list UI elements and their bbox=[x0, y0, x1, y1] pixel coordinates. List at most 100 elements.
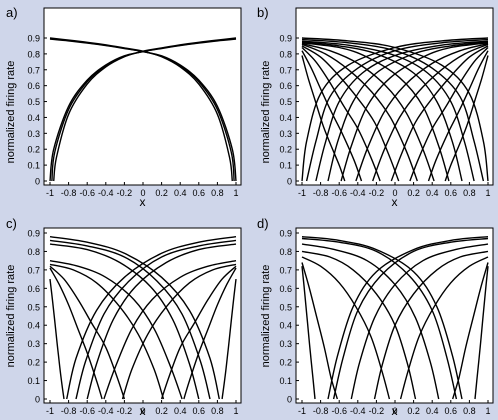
series-line-7 bbox=[301, 266, 316, 400]
series-line-8 bbox=[301, 45, 400, 182]
x-tick-label: -0.8 bbox=[61, 188, 77, 198]
x-tick-label: 0.4 bbox=[426, 406, 439, 416]
plot-area bbox=[43, 227, 242, 404]
y-tick-label: 0.6 bbox=[279, 284, 292, 294]
series-line-3 bbox=[301, 40, 475, 182]
y-axis-label: normalized firing rate bbox=[5, 61, 17, 164]
series-line-14 bbox=[315, 40, 489, 182]
x-tick-label: 0.2 bbox=[155, 188, 168, 198]
series-line-3 bbox=[49, 38, 237, 182]
y-tick-label: 0.3 bbox=[27, 339, 40, 349]
x-tick-label: -0.2 bbox=[369, 406, 385, 416]
series-line-17 bbox=[355, 42, 489, 182]
x-tick-label: 0 bbox=[392, 406, 397, 416]
series-line-4 bbox=[49, 260, 183, 400]
series-line-15 bbox=[183, 267, 237, 400]
y-tick-label: 0.6 bbox=[27, 284, 40, 294]
x-tick-label: 0.4 bbox=[426, 188, 439, 198]
x-tick-label: 0 bbox=[140, 188, 145, 198]
series-line-14 bbox=[474, 266, 489, 400]
y-tick-label: 0.7 bbox=[279, 65, 292, 75]
series-group bbox=[49, 37, 237, 182]
panel-label: d) bbox=[257, 216, 269, 231]
x-tick-label: 0.8 bbox=[211, 188, 224, 198]
series-line-20 bbox=[409, 47, 489, 182]
series-line-18 bbox=[372, 43, 489, 182]
y-tick-label: 0 bbox=[35, 395, 40, 405]
series-line-11 bbox=[86, 243, 237, 400]
y-tick-label: 0 bbox=[35, 177, 40, 187]
x-tick-label: 0.6 bbox=[445, 406, 458, 416]
x-tick-label: -0.6 bbox=[79, 188, 95, 198]
panel-label: b) bbox=[257, 5, 269, 20]
series-line-8 bbox=[49, 279, 65, 400]
y-tick-label: 0.9 bbox=[279, 34, 292, 44]
y-tick-label: 0.2 bbox=[279, 358, 292, 368]
x-tick-label: -0.2 bbox=[117, 406, 133, 416]
panel-1: 00.10.20.30.40.50.60.70.80.9-1 -0.8 -0.6 -0… bbox=[5, 5, 242, 209]
y-tick-label: 0.7 bbox=[279, 265, 292, 275]
series-line-16 bbox=[340, 42, 489, 182]
series-line-1 bbox=[301, 236, 463, 400]
series-line-10 bbox=[75, 239, 237, 400]
x-tick-label: 0.6 bbox=[193, 188, 206, 198]
y-axis-label: normalized firing rate bbox=[260, 61, 272, 164]
series-line-16 bbox=[221, 279, 237, 400]
series-line-7 bbox=[49, 267, 103, 400]
x-tick-label: 1 bbox=[233, 188, 238, 198]
y-tick-label: 0.1 bbox=[279, 376, 292, 386]
x-tick-label: 0.2 bbox=[407, 188, 420, 198]
series-line-9 bbox=[332, 237, 489, 400]
y-tick-label: 0.5 bbox=[279, 302, 292, 312]
x-tick-label: 1 bbox=[485, 406, 490, 416]
panel-label: c) bbox=[6, 216, 17, 231]
y-tick-label: 0.2 bbox=[27, 358, 40, 368]
series-line-5 bbox=[301, 42, 450, 182]
x-tick-label: -0.6 bbox=[331, 406, 347, 416]
series-line-2 bbox=[301, 38, 485, 182]
series-line-9 bbox=[301, 47, 381, 182]
x-tick-label: 0.4 bbox=[174, 406, 187, 416]
y-tick-label: 0.9 bbox=[27, 229, 40, 239]
y-tick-label: 0.4 bbox=[27, 113, 40, 123]
y-tick-label: 0.8 bbox=[27, 49, 40, 59]
y-tick-label: 0.1 bbox=[279, 161, 292, 171]
panel-4: 00.10.20.30.40.50.60.70.80.9-1 -0.8 -0.6 -0… bbox=[257, 216, 494, 418]
y-tick-label: 0.4 bbox=[279, 321, 292, 331]
series-line-13 bbox=[305, 38, 489, 182]
x-tick-label: 0.2 bbox=[407, 406, 420, 416]
series-line-13 bbox=[452, 262, 489, 400]
series-line-11 bbox=[301, 55, 346, 182]
panel-3: 00.10.20.30.40.50.60.70.80.9-1 -0.8 -0.6 -0… bbox=[5, 216, 242, 418]
series-line-1 bbox=[301, 37, 489, 182]
y-tick-label: 0.4 bbox=[279, 113, 292, 123]
series-line-12 bbox=[103, 260, 237, 400]
y-tick-label: 0.6 bbox=[27, 81, 40, 91]
series-line-4 bbox=[301, 41, 463, 182]
y-tick-label: 0.7 bbox=[27, 65, 40, 75]
y-tick-label: 0.3 bbox=[279, 129, 292, 139]
y-tick-label: 0.3 bbox=[279, 339, 292, 349]
series-line-9 bbox=[66, 236, 237, 400]
x-tick-label: -0.2 bbox=[117, 188, 133, 198]
y-tick-label: 0.6 bbox=[279, 81, 292, 91]
y-tick-label: 0.8 bbox=[279, 247, 292, 257]
x-tick-label: -0.8 bbox=[61, 406, 77, 416]
series-line-10 bbox=[350, 243, 489, 400]
series-line-6 bbox=[49, 265, 126, 400]
panel-label: a) bbox=[6, 5, 18, 20]
x-tick-label: 1 bbox=[233, 406, 238, 416]
x-tick-label: -1 bbox=[298, 188, 306, 198]
y-tick-label: 0.8 bbox=[279, 49, 292, 59]
x-tick-label: 0.8 bbox=[463, 188, 476, 198]
series-group bbox=[49, 236, 237, 400]
x-tick-label: 0.6 bbox=[193, 406, 206, 416]
series-line-4 bbox=[301, 250, 417, 400]
y-tick-label: 0.2 bbox=[279, 145, 292, 155]
series-line-12 bbox=[399, 256, 489, 400]
series-line-10 bbox=[301, 50, 363, 182]
y-tick-label: 0.5 bbox=[27, 97, 40, 107]
y-tick-label: 0.9 bbox=[279, 229, 292, 239]
y-tick-label: 0 bbox=[287, 177, 292, 187]
panel-2: 00.10.20.30.40.50.60.70.80.9-1 -0.8 -0.6 -0… bbox=[257, 5, 494, 209]
